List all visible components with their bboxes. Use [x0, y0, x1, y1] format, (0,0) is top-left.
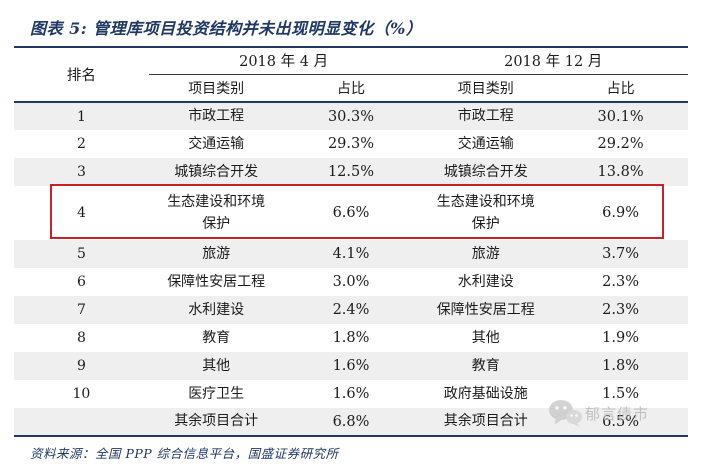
april-share-cell: 6.8%: [283, 408, 419, 437]
april-share-cell: 12.5%: [327, 164, 375, 180]
december-category-cell: 城镇综合开发: [443, 163, 528, 180]
rank-cell: 6: [76, 274, 86, 290]
april-category-cell: 其他: [202, 357, 231, 374]
december-category-cell: 生态建设和环境 保护: [436, 193, 535, 232]
april-category-cell: 保障性安居工程: [167, 273, 266, 290]
table-row: 10 医疗卫生 1.6% 政府基础设施 1.5%: [14, 380, 688, 408]
april-category-cell: 其余项目合计: [148, 408, 284, 437]
december-category-cell: 交通运输: [457, 135, 514, 152]
december-share-cell: 13.8%: [597, 164, 644, 180]
rank-column-header: 排名: [14, 48, 149, 103]
december-share-cell: 2.3%: [602, 302, 640, 318]
april-share-cell: 2.4%: [332, 302, 370, 318]
rank-cell: 7: [76, 302, 86, 318]
december-share-header: 占比: [553, 74, 688, 103]
april-category-cell: 生态建设和环境 保护: [167, 193, 266, 232]
april-category-cell: 城镇综合开发: [174, 163, 259, 180]
table-row: 7 水利建设 2.4% 保障性安居工程 2.3%: [14, 296, 688, 324]
december-category-cell: 水利建设: [457, 273, 514, 290]
april-share-cell: 1.6%: [332, 386, 370, 402]
table-row: 5 旅游 4.1% 旅游 3.7%: [14, 240, 688, 268]
december-category-cell: 其余项目合计: [418, 408, 554, 437]
december-share-cell: 1.5%: [602, 386, 640, 402]
table-row: 8 教育 1.8% 其他 1.9%: [14, 324, 688, 352]
december-category-cell: 市政工程: [457, 108, 514, 125]
april-share-cell: 29.3%: [327, 136, 375, 152]
december-share-cell: 1.8%: [602, 358, 640, 374]
rank-cell: 1: [76, 108, 86, 125]
december-share-cell: 29.2%: [597, 136, 644, 152]
table-row: 2 交通运输 29.3% 交通运输 29.2%: [14, 130, 688, 158]
april-category-cell: 教育: [202, 329, 231, 346]
rank-cell: 4: [76, 205, 86, 221]
table-row: 1 市政工程 30.3% 市政工程 30.1%: [14, 102, 688, 130]
sub-header-row: 项目类别 占比 项目类别 占比: [14, 74, 688, 103]
december-category-cell: 教育: [471, 357, 500, 374]
rank-cell: 2: [76, 136, 86, 152]
april-category-cell: 水利建设: [188, 301, 245, 318]
april-category-cell: 医疗卫生: [188, 385, 245, 402]
rank-cell: 8: [76, 330, 86, 346]
december-category-cell: 旅游: [471, 245, 500, 262]
april-share-cell: 6.6%: [332, 205, 370, 221]
table-row: 其余项目合计 6.8% 其余项目合计 6.5%: [14, 408, 688, 437]
december-category-cell: 保障性安居工程: [436, 301, 535, 318]
table-row: 6 保障性安居工程 3.0% 水利建设 2.3%: [14, 268, 688, 296]
december-share-cell: 6.9%: [602, 205, 640, 221]
table-body: 1 市政工程 30.3% 市政工程 30.1% 2 交通运输 29.3% 交通运…: [14, 102, 688, 437]
april-share-cell: 30.3%: [327, 108, 375, 125]
april-share-cell: 4.1%: [332, 246, 370, 262]
december-category-cell: 其他: [471, 329, 500, 346]
april-share-cell: 3.0%: [332, 274, 370, 290]
december-category-header: 项目类别: [418, 74, 554, 103]
table-row: 3 城镇综合开发 12.5% 城镇综合开发 13.8%: [14, 158, 688, 186]
december-share-cell: 2.3%: [602, 274, 640, 290]
december-share-cell: 1.9%: [602, 330, 640, 346]
april-2018-group-header: 2018 年 4 月: [148, 48, 419, 75]
rank-cell: 9: [76, 358, 86, 374]
rank-cell: 3: [76, 164, 86, 180]
december-2018-group-header: 2018 年 12 月: [418, 48, 688, 75]
december-category-cell: 政府基础设施: [443, 385, 528, 402]
april-category-cell: 旅游: [202, 245, 231, 262]
rank-cell: 5: [76, 246, 86, 262]
april-share-cell: 1.6%: [332, 358, 370, 374]
title-divider: [14, 46, 688, 48]
december-share-cell: 3.7%: [602, 246, 640, 262]
investment-structure-table: 排名 2018 年 4 月 2018 年 12 月 项目类别 占比 项目类别 占…: [14, 48, 688, 437]
december-share-cell: 6.5%: [553, 408, 688, 437]
table-row: 9 其他 1.6% 教育 1.8%: [14, 352, 688, 380]
rank-cell: 10: [72, 386, 91, 402]
table-row: 4 生态建设和环境 保护 6.6% 生态建设和环境 保护 6.9%: [14, 186, 688, 240]
april-category-cell: 交通运输: [188, 135, 245, 152]
april-share-cell: 1.8%: [332, 330, 370, 346]
year-header-row: 排名 2018 年 4 月 2018 年 12 月: [14, 48, 688, 103]
april-share-header: 占比: [283, 74, 419, 103]
rank-cell: [14, 408, 149, 437]
december-share-cell: 30.1%: [597, 108, 644, 125]
april-category-header: 项目类别: [148, 74, 284, 103]
source-note: 资料来源：全国 PPP 综合信息平台，国盛证券研究所: [30, 446, 339, 461]
april-category-cell: 市政工程: [188, 108, 245, 125]
figure-title: 图表 5: 管理库项目投资结构并未出现明显变化（%）: [30, 19, 423, 38]
table-header: 排名 2018 年 4 月 2018 年 12 月 项目类别 占比 项目类别 占…: [14, 48, 688, 103]
